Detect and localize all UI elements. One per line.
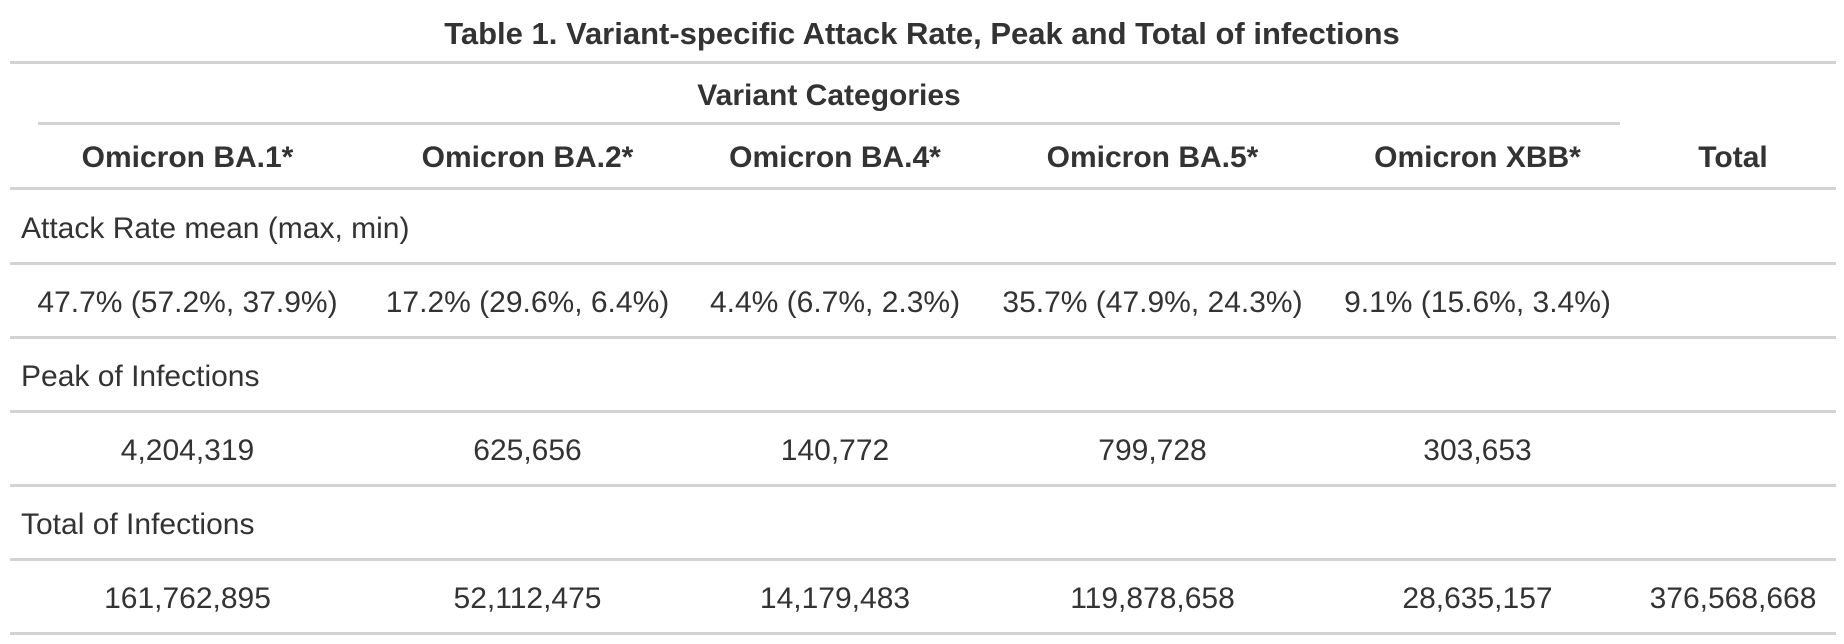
- rule-bottom: [10, 632, 1836, 635]
- cell-ar-ba4: 4.4% (6.7%, 2.3%): [709, 286, 961, 319]
- cell-total-xbb: 28,635,157: [1402, 582, 1553, 615]
- cell-peak-ba1: 4,204,319: [120, 434, 255, 467]
- col-header-ba2: Omicron BA.2*: [421, 141, 634, 174]
- spanner-label: Variant Categories: [697, 79, 961, 112]
- rule-group2: [10, 410, 1836, 413]
- cell-peak-ba4: 140,772: [780, 434, 890, 467]
- cell-total-ba4: 14,179,483: [759, 582, 911, 615]
- rule-group1: [10, 262, 1836, 265]
- rule-row2: [10, 484, 1836, 487]
- cell-peak-xbb: 303,653: [1423, 434, 1532, 467]
- rule-top: [10, 61, 1836, 64]
- cell-total-ba1: 161,762,895: [104, 582, 271, 615]
- cell-peak-ba2: 625,656: [473, 434, 582, 467]
- col-header-ba1: Omicron BA.1*: [81, 141, 294, 174]
- table-title: Table 1. Variant-specific Attack Rate, P…: [444, 16, 1400, 51]
- col-header-ba5: Omicron BA.5*: [1046, 141, 1259, 174]
- cell-total-ba5: 119,878,658: [1070, 582, 1235, 615]
- cell-ar-ba2: 17.2% (29.6%, 6.4%): [385, 286, 670, 319]
- spanner-rule: [38, 122, 1620, 125]
- group-label-peak: Peak of Infections: [21, 360, 260, 393]
- group-label-total: Total of Infections: [21, 508, 255, 541]
- rule-group3: [10, 558, 1836, 561]
- cell-total-ba2: 52,112,475: [453, 582, 602, 615]
- cell-ar-ba5: 35.7% (47.9%, 24.3%): [1002, 286, 1303, 319]
- cell-peak-ba5: 799,728: [1098, 434, 1207, 467]
- cell-total-total: 376,568,668: [1649, 582, 1817, 615]
- cell-ar-ba1: 47.7% (57.2%, 37.9%): [37, 286, 338, 319]
- col-header-ba4: Omicron BA.4*: [729, 141, 941, 174]
- group-label-attack-rate: Attack Rate mean (max, min): [21, 212, 410, 245]
- cell-ar-xbb: 9.1% (15.6%, 3.4%): [1344, 286, 1611, 319]
- rule-row1: [10, 336, 1836, 339]
- col-header-xbb: Omicron XBB*: [1374, 141, 1581, 174]
- rule-header: [10, 187, 1836, 190]
- col-header-total: Total: [1698, 141, 1768, 174]
